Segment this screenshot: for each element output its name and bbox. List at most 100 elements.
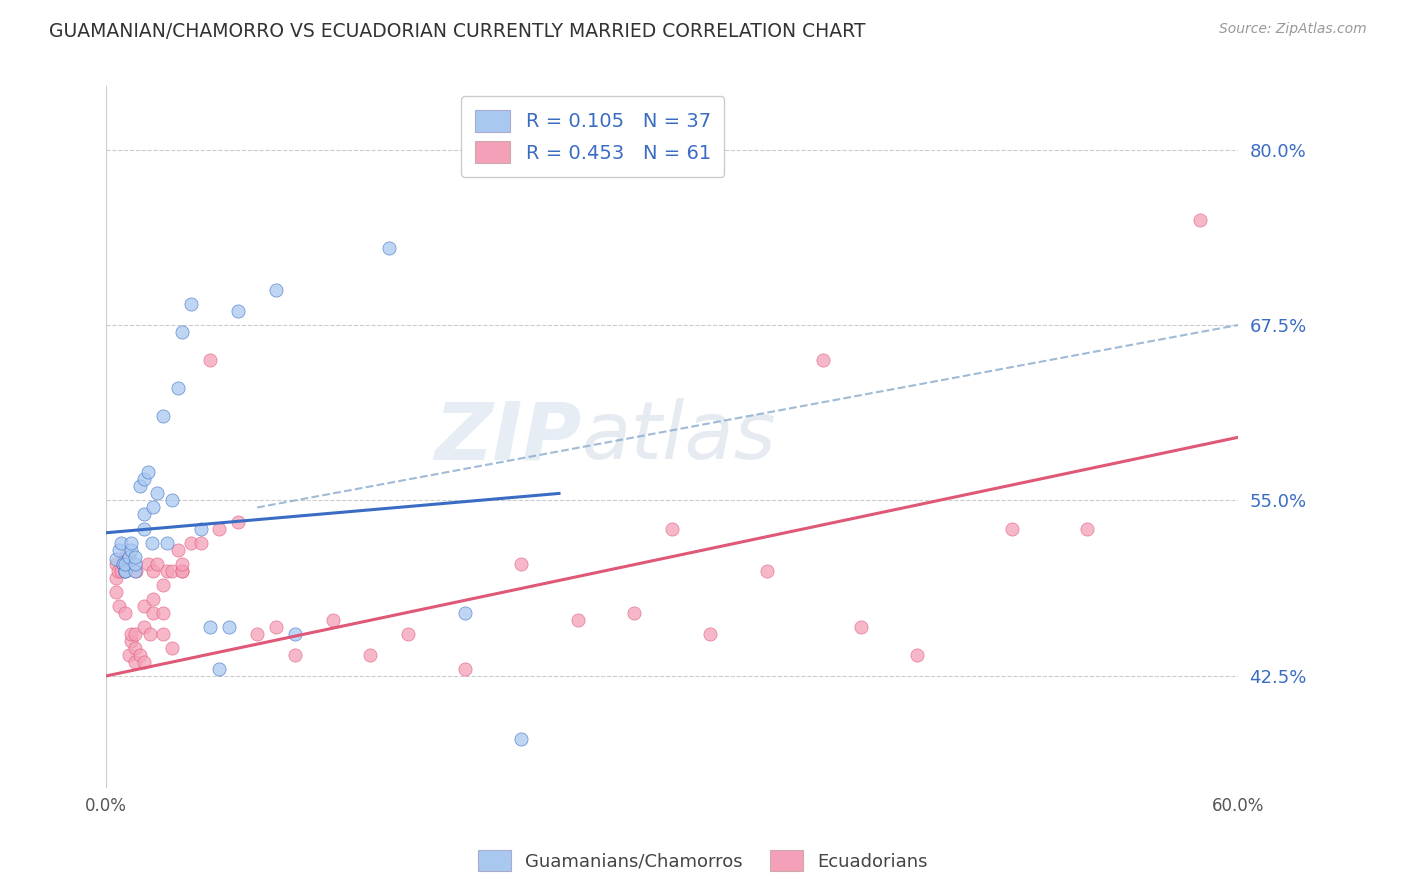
Point (198, 620, 221, 634)
Point (661, 522, 683, 536)
Point (623, 606, 645, 620)
Point (180, 297, 202, 311)
Point (162, 564, 184, 578)
Point (284, 627, 307, 641)
Point (124, 564, 146, 578)
Point (132, 508, 155, 522)
Point (226, 304, 249, 318)
Point (170, 564, 193, 578)
Point (170, 325, 193, 339)
Point (162, 493, 184, 508)
Point (132, 620, 155, 634)
Point (118, 549, 141, 564)
Point (136, 557, 159, 571)
Point (132, 472, 155, 486)
Point (510, 732, 533, 747)
Point (132, 599, 155, 613)
Text: GUAMANIAN/CHAMORRO VS ECUADORIAN CURRENTLY MARRIED CORRELATION CHART: GUAMANIAN/CHAMORRO VS ECUADORIAN CURRENT… (49, 22, 866, 41)
Point (359, 648, 381, 662)
Point (136, 466, 159, 480)
Point (284, 648, 307, 662)
Point (567, 613, 589, 627)
Legend: Guamanians/Chamorros, Ecuadorians: Guamanians/Chamorros, Ecuadorians (471, 843, 935, 879)
Point (124, 549, 146, 564)
Point (167, 381, 190, 395)
Point (110, 564, 132, 578)
Legend: R = 0.105   N = 37, R = 0.453   N = 61: R = 0.105 N = 37, R = 0.453 N = 61 (461, 96, 724, 177)
Point (114, 564, 136, 578)
Point (699, 627, 721, 641)
Point (322, 613, 344, 627)
Point (114, 549, 136, 564)
Point (132, 522, 155, 536)
Point (118, 648, 141, 662)
Text: Source: ZipAtlas.com: Source: ZipAtlas.com (1219, 22, 1367, 37)
Point (120, 542, 142, 557)
Point (208, 662, 231, 676)
Point (124, 640, 146, 655)
Point (152, 627, 174, 641)
Point (129, 479, 152, 493)
Point (124, 627, 146, 641)
Point (138, 627, 160, 641)
Point (218, 620, 240, 634)
Point (1001, 522, 1024, 536)
Point (155, 564, 177, 578)
Point (453, 606, 475, 620)
Point (129, 648, 152, 662)
Point (208, 522, 231, 536)
Point (120, 535, 142, 549)
Point (1189, 212, 1212, 227)
Point (849, 620, 872, 634)
Point (104, 571, 127, 585)
Point (107, 564, 129, 578)
Point (108, 599, 131, 613)
Point (114, 564, 136, 578)
Point (811, 353, 834, 368)
Point (167, 542, 190, 557)
Point (907, 648, 929, 662)
Point (755, 564, 778, 578)
Point (112, 557, 135, 571)
Point (132, 655, 155, 669)
Point (104, 552, 127, 566)
Point (125, 564, 148, 578)
Point (264, 283, 287, 297)
Point (146, 557, 169, 571)
Point (155, 535, 177, 549)
Point (104, 584, 127, 599)
Point (226, 515, 249, 529)
Point (378, 241, 401, 255)
Point (114, 557, 136, 571)
Point (120, 627, 142, 641)
Point (152, 409, 174, 424)
Text: ZIP: ZIP (434, 399, 582, 476)
Point (246, 627, 269, 641)
Point (104, 557, 127, 571)
Point (264, 620, 287, 634)
Point (124, 557, 146, 571)
Point (112, 557, 135, 571)
Point (170, 557, 193, 571)
Point (190, 522, 212, 536)
Point (152, 606, 174, 620)
Point (124, 655, 146, 669)
Point (453, 662, 475, 676)
Point (198, 353, 221, 368)
Point (142, 500, 165, 515)
Point (110, 535, 132, 549)
Point (142, 606, 165, 620)
Point (142, 591, 165, 606)
Point (141, 535, 163, 549)
Point (162, 640, 184, 655)
Point (146, 486, 169, 500)
Point (114, 606, 136, 620)
Point (180, 535, 202, 549)
Text: atlas: atlas (582, 399, 776, 476)
Point (190, 535, 212, 549)
Point (1076, 522, 1098, 536)
Point (142, 564, 165, 578)
Point (108, 542, 131, 557)
Point (152, 577, 174, 591)
Point (120, 633, 142, 648)
